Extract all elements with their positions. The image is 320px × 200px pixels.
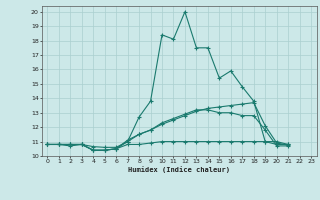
X-axis label: Humidex (Indice chaleur): Humidex (Indice chaleur) [128, 166, 230, 173]
